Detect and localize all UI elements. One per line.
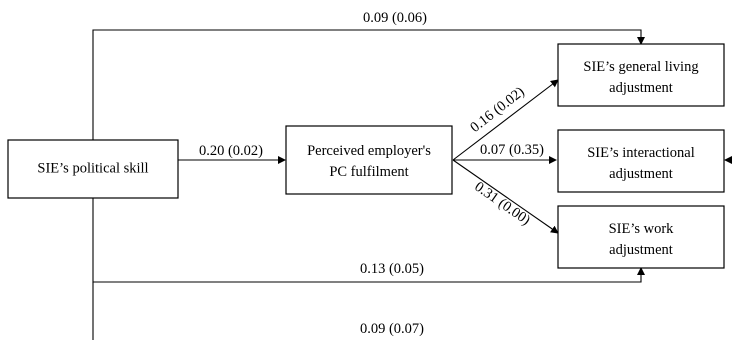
node-political-skill: SIE’s political skill	[7, 139, 179, 199]
label-pc-to-interactional: 0.07 (0.35)	[480, 142, 544, 158]
edge-skill-to-work	[92, 198, 645, 283]
label-skill-to-pc-fulfilment: 0.20 (0.02)	[199, 143, 263, 159]
node-work-line2: adjustment	[609, 242, 673, 258]
label-pc-to-work: 0.31 (0.00)	[471, 179, 533, 229]
node-work-line1: SIE’s work	[609, 221, 675, 237]
node-interactional-line2: adjustment	[609, 166, 673, 182]
label-skill-to-work: 0.13 (0.05)	[360, 261, 424, 277]
node-interactional-line1: SIE’s interactional	[587, 145, 695, 161]
node-pc-fulfilment-line1: Perceived employer's	[307, 143, 431, 159]
node-general-living-adjustment: SIE’s general living adjustment	[557, 43, 725, 107]
edge-skill-to-general-living	[92, 29, 645, 140]
label-skill-to-interactional: 0.09 (0.07)	[360, 321, 424, 337]
node-work-adjustment: SIE’s work adjustment	[557, 205, 725, 269]
node-general-living-line1: SIE’s general living	[583, 59, 698, 75]
node-general-living-line2: adjustment	[609, 80, 673, 96]
node-pc-fulfilment-line2: PC fulfilment	[329, 164, 408, 180]
edge-pc-to-general-living	[452, 79, 559, 161]
node-interactional-adjustment: SIE’s interactional adjustment	[557, 129, 725, 193]
label-skill-to-general-living: 0.09 (0.06)	[363, 10, 427, 26]
node-political-skill-label: SIE’s political skill	[37, 160, 148, 176]
edge-pc-to-work	[452, 159, 559, 234]
node-pc-fulfilment: Perceived employer's PC fulfilment	[285, 125, 453, 195]
